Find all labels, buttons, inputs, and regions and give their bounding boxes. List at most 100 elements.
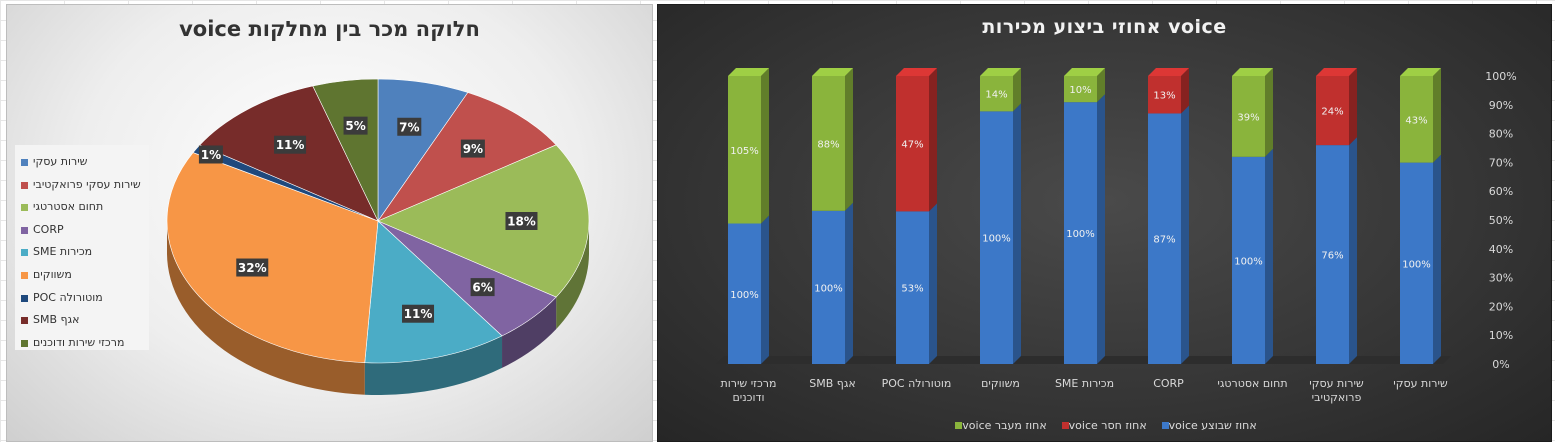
pie-chart[interactable]: 7% 9% 18% 6% 11% 32% 1% 11% 5%	[7, 5, 652, 441]
bar-chart-panel[interactable]: אחוזי ביצוע מכירות voice 100% 90% 80% 70% 60…	[657, 4, 1552, 442]
legend-label: שירות עסקי	[33, 155, 88, 168]
bar-legend-label: אחוז מעבר voice	[962, 419, 1047, 432]
bar-segment[interactable]	[980, 111, 1013, 364]
bar-segment[interactable]	[1148, 113, 1181, 364]
bar-segment[interactable]	[1316, 145, 1349, 364]
bar-side	[845, 202, 853, 364]
legend-swatch	[21, 294, 28, 302]
bar-top	[1400, 68, 1441, 76]
pie-slice[interactable]	[312, 78, 379, 222]
legend-label: משווקים	[33, 268, 72, 281]
bar-data-label: 100%	[982, 234, 1011, 245]
pie-chart-panel[interactable]: voice חלוקה מכר בין מחלקות 7% 9% 18% 6% 11% 3…	[6, 4, 653, 442]
legend-swatch	[21, 181, 28, 189]
pie-data-label: 5%	[345, 119, 365, 133]
pie-legend-item: מרכזי שירות ודוכנים	[21, 334, 145, 354]
pie-side-wall	[364, 335, 503, 395]
bar-segment[interactable]	[728, 223, 761, 364]
bar-legend-label: אחוז שבוצע voice	[1168, 419, 1257, 432]
bar-segment[interactable]	[812, 210, 845, 364]
bar-data-label: 87%	[1153, 235, 1175, 246]
pie-legend-item: משווקים	[21, 266, 145, 286]
bar-side	[929, 203, 937, 364]
pie-data-label: 7%	[399, 120, 419, 134]
bar-segment[interactable]	[1148, 76, 1181, 114]
pie-data-labels: 7% 9% 18% 6% 11% 32% 1% 11% 5%	[198, 116, 538, 323]
bar-top	[1148, 68, 1189, 76]
bar-data-label: 88%	[817, 139, 839, 150]
bar-segment[interactable]	[1232, 156, 1265, 364]
bar-segment[interactable]	[1316, 76, 1349, 146]
bar-top	[980, 68, 1021, 76]
y-axis-tick-label: 20%	[1489, 300, 1513, 313]
pie-data-label: 6%	[472, 281, 492, 295]
bar-segment[interactable]	[896, 76, 929, 212]
y-axis-tick-label: 90%	[1489, 99, 1513, 112]
bar-data-label: 10%	[1069, 85, 1091, 96]
bar-segment[interactable]	[980, 76, 1013, 112]
pie-slices[interactable]	[166, 78, 590, 364]
bar-top	[1316, 68, 1357, 76]
bar-side	[1349, 137, 1357, 364]
bar-segment[interactable]	[1232, 76, 1265, 157]
y-axis-tick-label: 30%	[1489, 272, 1513, 285]
pie-data-label: 11%	[404, 307, 433, 321]
pie-data-label: 32%	[238, 261, 267, 275]
stacked-bar-chart[interactable]: 100% 90% 80% 70% 60% 50% 40% 30% 20% 10% 0% 100% 105…	[658, 5, 1551, 441]
pie-data-label-box	[274, 135, 307, 154]
pie-legend-item: CORP	[21, 221, 145, 241]
pie-slice[interactable]	[377, 144, 590, 298]
y-axis-tick-label: 0%	[1492, 358, 1509, 371]
x-axis-category-label: CORP	[1153, 377, 1184, 390]
bar-segment[interactable]	[1064, 76, 1097, 103]
x-axis-category-label: שירות עסקי	[1393, 377, 1448, 390]
x-axis-category-label: מוטורולה POC	[882, 377, 952, 390]
bar-legend-swatch	[1161, 422, 1169, 429]
bar-legend-item: אחוז מעבר voice	[952, 419, 1047, 432]
y-axis-tick-label: 100%	[1485, 70, 1516, 83]
pie-legend-item: שירות עסקי פרואקטיבי	[21, 176, 145, 196]
legend-label: CORP	[33, 222, 64, 236]
x-axis-category-label: משווקים	[981, 377, 1020, 390]
legend-label: מכירות SME	[33, 245, 93, 259]
bar-data-label: 24%	[1321, 107, 1343, 118]
bar-legend-swatch	[1061, 422, 1069, 429]
bars[interactable]: 100% 105% 100% 88% 53% 47% 100% 14% 100% 10% 87% 13…	[728, 68, 1441, 365]
pie-data-label-box	[460, 139, 485, 158]
legend-swatch	[21, 272, 28, 279]
pie-legend: שירות עסקי שירות עסקי פרואקטיבי תחום אסטרט…	[15, 145, 149, 350]
legend-label: אגף SMB	[33, 313, 80, 327]
bar-segment[interactable]	[1064, 102, 1097, 364]
pie-data-label-box	[397, 117, 422, 136]
y-axis-tick-label: 60%	[1489, 185, 1513, 198]
bar-top	[728, 68, 769, 76]
bar-side	[761, 215, 769, 364]
bar-segment[interactable]	[728, 76, 761, 224]
bar-data-label: 53%	[901, 284, 923, 295]
bar-segment[interactable]	[1400, 76, 1433, 163]
legend-label: שירות עסקי פרואקטיבי	[33, 177, 141, 191]
pie-slice[interactable]	[364, 220, 503, 364]
bar-side	[1433, 154, 1441, 364]
bar-side	[1433, 68, 1441, 163]
legend-swatch	[21, 339, 28, 347]
y-axis-tick-label: 10%	[1489, 329, 1513, 342]
bar-data-label: 13%	[1153, 91, 1175, 102]
bar-segment[interactable]	[812, 76, 845, 211]
x-axis-category-label: שירות עסקי	[1309, 377, 1364, 390]
bar-legend-swatch	[955, 422, 963, 429]
y-axis-ticks: 100% 90% 80% 70% 60% 50% 40% 30% 20% 10% 0%	[1485, 70, 1516, 371]
pie-data-label: 9%	[463, 142, 483, 156]
pie-data-label-box	[236, 258, 269, 277]
bar-data-label: 100%	[730, 290, 759, 301]
bar-segment[interactable]	[1400, 162, 1433, 364]
bar-top	[1064, 68, 1105, 76]
pie-slice[interactable]	[166, 152, 379, 364]
pie-data-label: 1%	[201, 148, 221, 162]
bar-legend-item: אחוז חסר voice	[1059, 419, 1147, 432]
pie-legend-item: תחום אסטרטגי	[21, 198, 145, 218]
bar-segment[interactable]	[896, 211, 929, 364]
legend-swatch	[21, 204, 28, 212]
legend-swatch	[21, 159, 28, 166]
legend-label: מוטורולה POC	[33, 290, 103, 304]
